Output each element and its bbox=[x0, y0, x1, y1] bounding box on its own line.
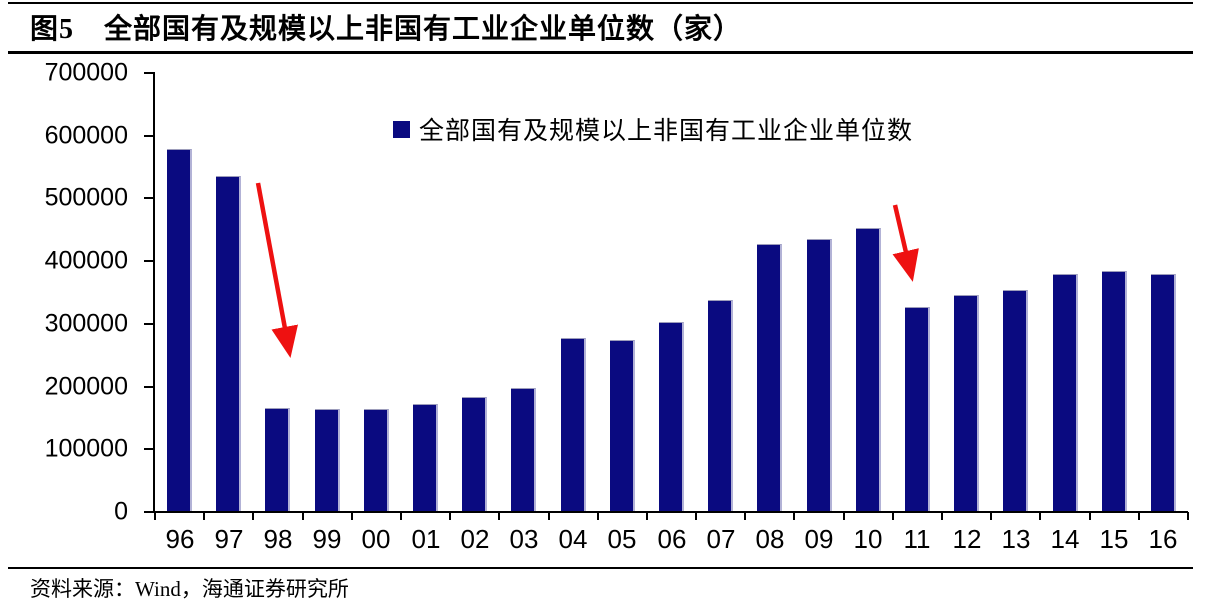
bar-12 bbox=[954, 295, 979, 511]
chart-legend: 全部国有及规模以上非国有工业企业单位数 bbox=[393, 111, 913, 147]
footer-separator-rule bbox=[8, 567, 1193, 569]
bar-00 bbox=[364, 409, 389, 511]
y-axis-tick-label: 700000 bbox=[44, 58, 128, 87]
x-axis-tick bbox=[596, 512, 599, 520]
x-axis-tick bbox=[203, 512, 206, 520]
x-axis-label-15: 15 bbox=[1099, 524, 1129, 554]
bar-01 bbox=[413, 404, 438, 511]
figure-title: 全部国有及规模以上非国有工业企业单位数（家） bbox=[104, 14, 743, 45]
bar-09 bbox=[807, 239, 832, 511]
y-axis-tick-label: 100000 bbox=[44, 434, 128, 463]
x-axis-tick bbox=[1088, 512, 1091, 520]
top-rule bbox=[8, 2, 1193, 4]
x-axis-tick bbox=[891, 512, 894, 520]
bar-13 bbox=[1003, 290, 1028, 511]
bar-04 bbox=[561, 338, 586, 511]
x-axis-label-05: 05 bbox=[607, 524, 637, 554]
x-axis-label-11: 11 bbox=[903, 524, 931, 554]
x-axis-label-13: 13 bbox=[1001, 524, 1031, 554]
x-axis-label-16: 16 bbox=[1148, 524, 1178, 554]
bar-14 bbox=[1053, 274, 1078, 511]
x-axis-label-98: 98 bbox=[263, 524, 293, 554]
x-axis-tick bbox=[449, 512, 452, 520]
figure-title-row: 图5 全部国有及规模以上非国有工业企业单位数（家） bbox=[30, 8, 742, 46]
x-axis-tick bbox=[695, 512, 698, 520]
x-axis-label-97: 97 bbox=[214, 524, 244, 554]
bar-99 bbox=[315, 409, 340, 511]
y-axis-tick bbox=[144, 385, 153, 388]
x-axis-tick bbox=[990, 512, 993, 520]
x-axis-label-00: 00 bbox=[361, 524, 391, 554]
x-axis-line bbox=[153, 511, 1188, 513]
x-axis-tick bbox=[154, 512, 156, 520]
x-axis-tick bbox=[941, 512, 944, 520]
bar-06 bbox=[659, 322, 684, 511]
x-axis-label-14: 14 bbox=[1050, 524, 1080, 554]
x-axis-label-12: 12 bbox=[952, 524, 982, 554]
x-axis-label-96: 96 bbox=[165, 524, 195, 554]
bar-11 bbox=[905, 307, 930, 511]
x-axis-label-99: 99 bbox=[312, 524, 342, 554]
y-axis-tick-label: 0 bbox=[114, 497, 128, 526]
y-axis-tick-label: 400000 bbox=[44, 246, 128, 275]
y-axis-tick bbox=[144, 197, 153, 200]
x-axis-tick bbox=[498, 512, 501, 520]
y-axis-tick bbox=[144, 322, 153, 325]
y-axis-tick-label: 600000 bbox=[44, 121, 128, 150]
x-axis-tick bbox=[645, 512, 648, 520]
y-axis-tick bbox=[144, 448, 153, 451]
bar-07 bbox=[708, 300, 733, 511]
x-axis-tick bbox=[1187, 512, 1189, 520]
y-axis-tick bbox=[144, 72, 153, 74]
trend-arrow-98 bbox=[255, 182, 299, 358]
x-axis-label-10: 10 bbox=[853, 524, 883, 554]
x-axis-label-03: 03 bbox=[509, 524, 539, 554]
bar-05 bbox=[610, 340, 635, 511]
x-axis-tick bbox=[1039, 512, 1042, 520]
legend-square-icon bbox=[393, 120, 410, 138]
x-axis-tick bbox=[350, 512, 353, 520]
y-axis-tick-label: 300000 bbox=[44, 309, 128, 338]
trend-arrow-11 bbox=[892, 204, 919, 282]
x-axis-label-01: 01 bbox=[411, 524, 441, 554]
x-axis-label-02: 02 bbox=[460, 524, 490, 554]
bar-10 bbox=[856, 228, 881, 511]
x-axis-tick bbox=[744, 512, 747, 520]
bar-15 bbox=[1102, 271, 1127, 511]
y-axis-tick-label: 200000 bbox=[44, 372, 128, 401]
x-axis-tick bbox=[842, 512, 845, 520]
x-axis-label-07: 07 bbox=[706, 524, 736, 554]
x-axis-tick bbox=[252, 512, 255, 520]
y-axis-tick bbox=[144, 260, 153, 263]
bar-97 bbox=[216, 176, 241, 511]
source-note: 资料来源：Wind，海通证券研究所 bbox=[30, 577, 349, 601]
x-axis-label-06: 06 bbox=[657, 524, 687, 554]
bar-03 bbox=[511, 388, 536, 511]
legend-series-label: 全部国有及规模以上非国有工业企业单位数 bbox=[419, 118, 914, 145]
bar-98 bbox=[265, 408, 290, 511]
bar-02 bbox=[462, 397, 487, 511]
x-axis-tick bbox=[547, 512, 550, 520]
y-axis-tick bbox=[144, 134, 153, 137]
figure-number-label: 图5 bbox=[30, 14, 75, 45]
y-axis-tick-label: 500000 bbox=[44, 183, 128, 212]
x-axis-tick bbox=[793, 512, 796, 520]
y-axis-tick bbox=[144, 511, 153, 513]
bar-08 bbox=[757, 244, 782, 511]
bar-96 bbox=[167, 149, 192, 511]
x-axis-tick bbox=[399, 512, 402, 520]
x-axis-label-04: 04 bbox=[558, 524, 588, 554]
y-axis-line bbox=[153, 72, 155, 512]
bar-16 bbox=[1151, 274, 1176, 511]
title-separator-rule bbox=[8, 51, 1193, 54]
x-axis-label-09: 09 bbox=[804, 524, 834, 554]
x-axis-label-08: 08 bbox=[755, 524, 785, 554]
x-axis-tick bbox=[301, 512, 304, 520]
x-axis-tick bbox=[1137, 512, 1140, 520]
